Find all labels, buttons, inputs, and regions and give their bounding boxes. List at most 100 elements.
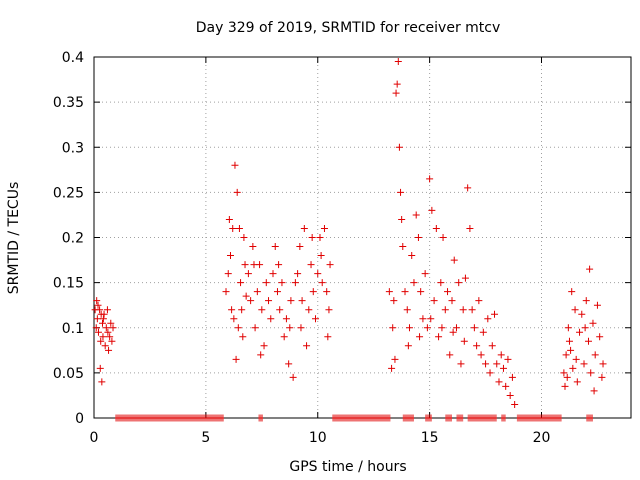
data-point (282, 315, 290, 323)
data-point (251, 324, 259, 332)
y-tick-label: 0.1 (62, 321, 84, 337)
data-point (296, 243, 304, 251)
data-point (269, 270, 277, 278)
data-point (511, 400, 519, 408)
data-point (435, 333, 443, 341)
data-point (567, 346, 575, 354)
data-point (389, 324, 397, 332)
data-point (591, 351, 599, 359)
zero-value-run (456, 414, 464, 422)
data-point (439, 234, 447, 241)
data-point (300, 224, 308, 232)
zero-value-run (467, 414, 497, 422)
data-point (427, 315, 435, 323)
data-point (441, 306, 449, 314)
data-point (297, 324, 305, 332)
data-point (104, 328, 112, 336)
data-point (391, 355, 399, 363)
data-point (464, 184, 472, 192)
data-point (97, 337, 105, 345)
data-point (568, 288, 576, 296)
data-point (93, 315, 101, 323)
data-point (571, 306, 579, 314)
zero-value-run (516, 414, 562, 422)
data-point (238, 306, 246, 314)
data-point (99, 333, 107, 341)
data-point (247, 297, 255, 305)
data-point (493, 360, 501, 368)
data-point (225, 215, 233, 223)
data-point (473, 342, 481, 350)
data-point (564, 324, 572, 332)
data-point (499, 364, 507, 372)
data-point (94, 328, 102, 336)
data-point (314, 270, 322, 278)
data-point (452, 324, 460, 332)
data-point (109, 324, 117, 332)
data-point (423, 324, 431, 332)
data-point (393, 80, 401, 88)
data-point (495, 378, 503, 386)
data-point (561, 382, 569, 390)
data-point (587, 369, 595, 377)
data-point (232, 355, 240, 363)
data-point (249, 243, 257, 251)
data-point (394, 58, 402, 66)
data-point (596, 333, 604, 341)
data-point (106, 333, 114, 341)
zero-value-run (258, 414, 263, 422)
data-point (580, 360, 588, 368)
data-point (224, 270, 232, 278)
data-point (438, 324, 446, 332)
data-point (397, 188, 405, 196)
data-point (403, 306, 411, 314)
y-tick-label: 0.3 (62, 140, 84, 156)
data-point (419, 315, 427, 323)
data-point (562, 351, 570, 359)
data-point (421, 270, 429, 278)
data-point (401, 288, 409, 296)
data-point (563, 373, 571, 381)
data-point (96, 306, 104, 314)
data-point (399, 243, 407, 251)
data-point (233, 188, 241, 196)
data-point (258, 306, 266, 314)
data-point (275, 261, 283, 269)
data-point (298, 297, 306, 305)
data-point (308, 234, 316, 241)
data-point (405, 324, 413, 332)
data-point (412, 211, 420, 219)
data-point (305, 306, 313, 314)
data-point (444, 288, 452, 296)
data-point (103, 306, 111, 314)
x-tick-label: 10 (309, 430, 327, 446)
data-point (578, 310, 586, 318)
data-point (230, 315, 238, 323)
data-point (253, 288, 261, 296)
data-point (287, 297, 295, 305)
data-point (102, 324, 110, 332)
data-point (468, 306, 476, 314)
data-point (237, 279, 245, 287)
data-point (572, 355, 580, 363)
data-point (590, 387, 598, 395)
data-point (437, 279, 445, 287)
data-point (593, 301, 601, 309)
data-point (398, 215, 406, 223)
data-point (320, 224, 328, 232)
data-point (449, 328, 457, 336)
data-point (506, 391, 514, 399)
data-point (278, 279, 286, 287)
data-point (565, 337, 573, 345)
data-point (294, 270, 302, 278)
data-point (582, 297, 590, 305)
data-point (326, 261, 334, 269)
y-tick-label: 0.05 (53, 366, 84, 382)
data-point (502, 382, 510, 390)
data-point (482, 360, 490, 368)
zero-value-run (425, 414, 432, 422)
data-point (457, 360, 465, 368)
data-point (589, 319, 597, 327)
data-point (271, 243, 279, 251)
x-tick-label: 15 (421, 430, 439, 446)
